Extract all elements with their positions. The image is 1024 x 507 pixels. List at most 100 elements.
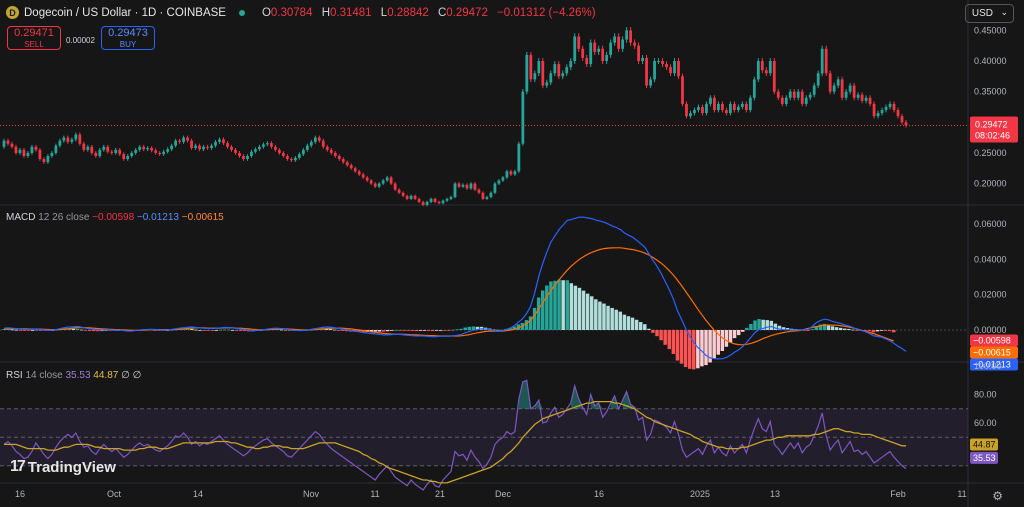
- spread-value: 0.00002: [66, 36, 95, 45]
- macd-histogram-bar: [34, 329, 39, 331]
- rsi-tick-label: 80.00: [974, 390, 997, 400]
- tradingview-logo[interactable]: 17 TradingView: [10, 458, 116, 476]
- candle-body: [293, 157, 297, 161]
- candle-body: [405, 195, 409, 199]
- rsi-legend-extra: ∅ ∅: [121, 370, 142, 381]
- candle-body: [800, 91, 804, 104]
- rsi-value-badge: [970, 451, 998, 464]
- macd-histogram-bar: [561, 280, 565, 330]
- macd-histogram-bar: [810, 329, 814, 330]
- macd-histogram-bar: [500, 329, 504, 331]
- macd-histogram-bar: [736, 330, 741, 336]
- macd-histogram-bar: [769, 320, 774, 330]
- candle-body: [18, 149, 22, 153]
- time-tick-label: Feb: [890, 489, 906, 499]
- candle-body: [625, 30, 629, 40]
- candle-body: [561, 73, 565, 77]
- candle-body: [194, 145, 197, 149]
- gear-icon[interactable]: ⚙: [992, 489, 1003, 503]
- macd-histogram-bar: [696, 330, 700, 369]
- macd-tick-label: 0.00000: [974, 325, 1007, 335]
- candle-body: [158, 152, 162, 155]
- candle-body: [397, 189, 401, 193]
- symbol-title[interactable]: Dogecoin / US Dollar · 1D · COINBASE: [24, 6, 226, 19]
- macd-histogram-bar: [218, 329, 223, 331]
- candle-body: [613, 36, 617, 43]
- macd-histogram-bar: [410, 330, 414, 331]
- candle-body: [748, 97, 752, 111]
- time-tick-label: 14: [193, 489, 203, 499]
- time-tick-label: 11: [370, 489, 379, 499]
- sell-button[interactable]: 0.29471 SELL: [7, 26, 61, 50]
- candle-body: [222, 139, 225, 144]
- macd-histogram-bar: [549, 281, 553, 330]
- candle-body: [549, 73, 553, 83]
- candle-body: [641, 57, 644, 62]
- macd-histogram-bar: [463, 327, 467, 330]
- candle-body: [693, 110, 696, 114]
- macd-value-label: −0.01213: [973, 360, 1011, 370]
- macd-legend[interactable]: MACD 12 26 close −0.00598 −0.01213 −0.00…: [6, 212, 224, 223]
- candle-body: [665, 64, 668, 68]
- candle-body: [541, 61, 545, 86]
- macd-histogram-bar: [826, 324, 831, 330]
- macd-histogram-bar: [96, 330, 100, 332]
- market-status-icon[interactable]: [238, 9, 245, 16]
- candle-body: [453, 183, 457, 198]
- candle-body: [138, 146, 142, 150]
- candle-body: [868, 97, 872, 104]
- candle-body: [150, 148, 154, 151]
- macd-tick-label: 0.06000: [974, 219, 1007, 229]
- candle-body: [66, 137, 70, 142]
- candle-body: [525, 54, 529, 92]
- candle-body: [469, 183, 473, 189]
- macd-histogram-bar: [422, 330, 427, 331]
- candle-body: [812, 85, 816, 95]
- time-tick-label: 13: [770, 489, 780, 499]
- candle-body: [122, 154, 126, 160]
- macd-histogram-bar: [590, 296, 594, 330]
- buy-button[interactable]: 0.29473 BUY: [101, 26, 155, 50]
- macd-histogram-bar: [79, 329, 84, 331]
- candle-body: [577, 36, 581, 49]
- macd-histogram-bar: [67, 328, 72, 330]
- candle-body: [756, 61, 760, 80]
- time-tick-label: 11: [957, 489, 966, 499]
- macd-histogram-bar: [569, 283, 574, 330]
- candle-body: [740, 103, 744, 107]
- candle-body: [529, 54, 533, 80]
- macd-histogram-bar: [765, 320, 769, 330]
- macd-histogram-bar: [875, 330, 880, 332]
- candle-body: [130, 152, 134, 156]
- candle-body: [190, 140, 193, 149]
- candle-body: [230, 146, 233, 150]
- macd-histogram-bar: [659, 330, 663, 341]
- candle-body: [333, 152, 337, 156]
- candle-body: [321, 140, 325, 147]
- low-key: L: [380, 6, 388, 19]
- candle-body: [425, 201, 429, 205]
- macd-histogram-bar: [492, 329, 496, 331]
- candle-body: [214, 141, 217, 146]
- candle-body: [677, 61, 680, 77]
- time-tick-label: Oct: [107, 489, 122, 499]
- macd-histogram-bar: [426, 330, 431, 331]
- macd-histogram-bar: [75, 328, 80, 330]
- candle-body: [832, 85, 836, 92]
- candle-body: [892, 103, 896, 111]
- candle-body: [609, 42, 613, 55]
- macd-histogram-bar: [602, 303, 606, 330]
- macd-histogram-bar: [385, 330, 390, 332]
- rsi-legend[interactable]: RSI 14 close 35.53 44.87 ∅ ∅: [6, 370, 141, 381]
- candle-body: [601, 48, 605, 62]
- candle-body: [589, 42, 593, 65]
- candle-body: [461, 184, 465, 187]
- candle-body: [162, 151, 166, 155]
- price-tick-label: 0.45000: [974, 25, 1007, 35]
- candle-body: [545, 82, 549, 86]
- macd-histogram-bar: [194, 329, 198, 331]
- candle-body: [888, 103, 892, 107]
- candle-body: [10, 143, 14, 147]
- currency-select[interactable]: USD ⌄: [964, 4, 1014, 23]
